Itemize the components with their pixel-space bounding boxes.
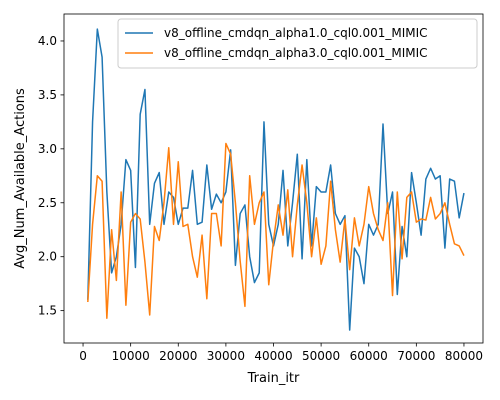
x-tick-label: 80000 (445, 349, 483, 363)
x-tick-label: 30000 (207, 349, 245, 363)
y-tick-label: 3.0 (38, 142, 57, 156)
y-tick-label: 3.5 (38, 88, 57, 102)
legend-box (117, 18, 478, 69)
y-axis-title: Avg_Num_Available_Actions (13, 88, 28, 269)
series-line-2 (87, 142, 465, 319)
y-tick-label: 2.5 (38, 196, 57, 210)
series-layer (87, 28, 465, 331)
x-tick-label: 0 (79, 349, 87, 363)
x-tick-label: 60000 (350, 349, 388, 363)
legend: v8_offline_cmdqn_alpha1.0_cql0.001_MIMIC… (117, 18, 478, 69)
y-tick-label: 2.0 (38, 250, 57, 264)
axes-layer: 0 10000 20000 30000 40000 50000 60000 70000 8000… (38, 13, 484, 363)
y-tick-label: 4.0 (38, 34, 57, 48)
x-tick-label: 70000 (397, 349, 435, 363)
legend-label-series-2: v8_offline_cmdqn_alpha3.0_cql0.001_MIMIC (164, 46, 428, 60)
x-tick-label: 50000 (302, 349, 340, 363)
series-line-1 (87, 28, 465, 331)
legend-label-series-1: v8_offline_cmdqn_alpha1.0_cql0.001_MIMIC (164, 26, 428, 40)
y-tick-label: 1.5 (38, 304, 57, 318)
x-tick-label: 20000 (159, 349, 197, 363)
x-tick-label: 40000 (254, 349, 292, 363)
x-tick-label: 10000 (112, 349, 150, 363)
x-axis-title: Train_itr (247, 371, 300, 386)
